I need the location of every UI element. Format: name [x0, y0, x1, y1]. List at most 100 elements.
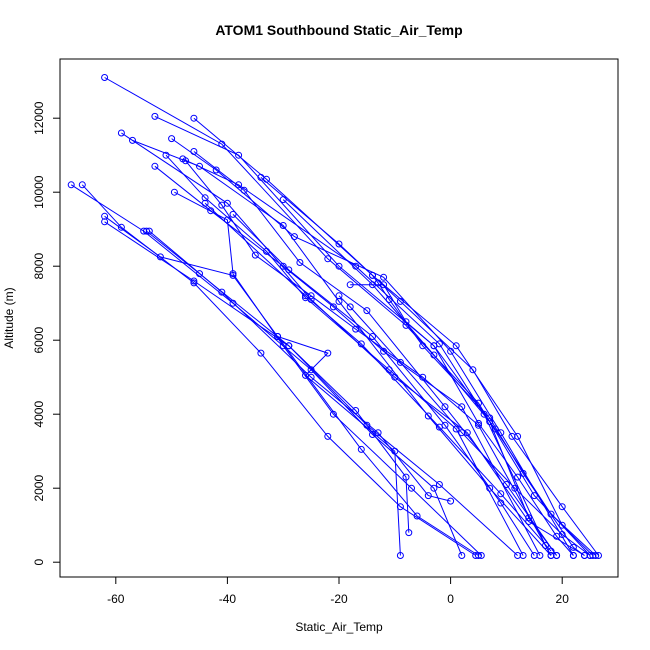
series-line [104, 77, 591, 556]
series-23 [274, 333, 404, 559]
series-line [121, 132, 585, 556]
data-point [477, 552, 485, 559]
series-line [154, 165, 541, 556]
data-point [196, 162, 203, 170]
data-point [380, 273, 388, 281]
x-axis-label: Static_Air_Temp [295, 620, 383, 634]
x-tick-label: -60 [107, 592, 125, 606]
series-line [260, 177, 599, 556]
series-12 [78, 181, 480, 559]
data-point [486, 414, 494, 422]
data-point [145, 227, 153, 235]
data-point [296, 259, 304, 266]
series-15 [170, 188, 485, 559]
data-point [458, 429, 466, 437]
data-point [430, 484, 438, 492]
data-point [212, 166, 220, 174]
series-line [104, 221, 518, 556]
series-line [338, 295, 591, 556]
data-point [285, 266, 293, 274]
data-point [408, 484, 415, 492]
data-point [486, 484, 494, 492]
data-point [346, 281, 354, 289]
series-10 [151, 162, 544, 559]
data-point [302, 292, 309, 300]
data-point [519, 469, 527, 477]
series-22 [229, 210, 538, 559]
data-point [190, 114, 198, 122]
data-point [396, 358, 404, 366]
data-point [117, 223, 125, 231]
data-point [514, 552, 522, 559]
x-tick-label: 20 [556, 592, 570, 606]
data-point [229, 210, 237, 218]
y-axis: 0 2000 4000 6000 8000 10000 12000 [32, 101, 61, 566]
y-tick-label: 2000 [32, 475, 46, 502]
data-point [511, 484, 519, 492]
data-point [335, 262, 343, 270]
data-point [324, 255, 332, 263]
data-point [452, 342, 460, 350]
series-line [171, 138, 574, 556]
data-point [396, 297, 404, 305]
data-point [363, 307, 371, 315]
y-tick-label: 4000 [32, 401, 46, 428]
data-point [190, 148, 198, 155]
series-5 [129, 136, 555, 559]
data-point [424, 492, 432, 500]
data-point [223, 216, 231, 224]
data-point [201, 199, 209, 207]
data-point [497, 490, 505, 498]
data-point [553, 552, 561, 559]
series-line [193, 151, 558, 556]
data-point [525, 514, 533, 522]
series-line [372, 275, 585, 556]
data-point [302, 371, 309, 379]
data-point [458, 552, 466, 559]
series-9 [182, 157, 555, 559]
data-point [279, 262, 287, 270]
data-point [235, 151, 243, 159]
data-point [78, 181, 86, 189]
series-13 [101, 212, 482, 559]
data-point [419, 342, 427, 350]
data-point [441, 403, 449, 411]
data-point [329, 303, 337, 311]
series-26 [346, 281, 577, 559]
data-point [67, 181, 75, 189]
data-point [396, 552, 404, 559]
data-point [218, 288, 226, 296]
series-line [232, 214, 535, 556]
series-line [277, 336, 401, 556]
data-point [335, 240, 343, 248]
data-point [218, 201, 226, 209]
data-point [374, 429, 382, 437]
data-point [530, 552, 538, 559]
x-tick-label: -40 [219, 592, 237, 606]
data-point [469, 366, 477, 374]
series-line [174, 191, 482, 556]
data-point [475, 421, 482, 429]
series-7 [190, 148, 561, 559]
data-point [117, 129, 125, 137]
series-20 [257, 173, 602, 559]
series-line [148, 230, 451, 502]
data-point [402, 473, 410, 481]
data-point [405, 529, 413, 537]
data-point [101, 218, 109, 226]
series-25 [369, 271, 588, 559]
data-point [458, 403, 466, 411]
data-point [257, 349, 265, 357]
y-tick-label: 10000 [32, 175, 46, 209]
x-axis: -60 -40 -20 0 20 [107, 576, 570, 606]
data-point [413, 512, 421, 520]
data-point [285, 342, 293, 350]
data-point [508, 432, 516, 440]
series-line [182, 158, 546, 546]
data-point [151, 112, 159, 120]
series-14 [101, 218, 522, 559]
series-line [193, 117, 594, 556]
series-6 [168, 135, 577, 559]
data-point [558, 503, 566, 511]
